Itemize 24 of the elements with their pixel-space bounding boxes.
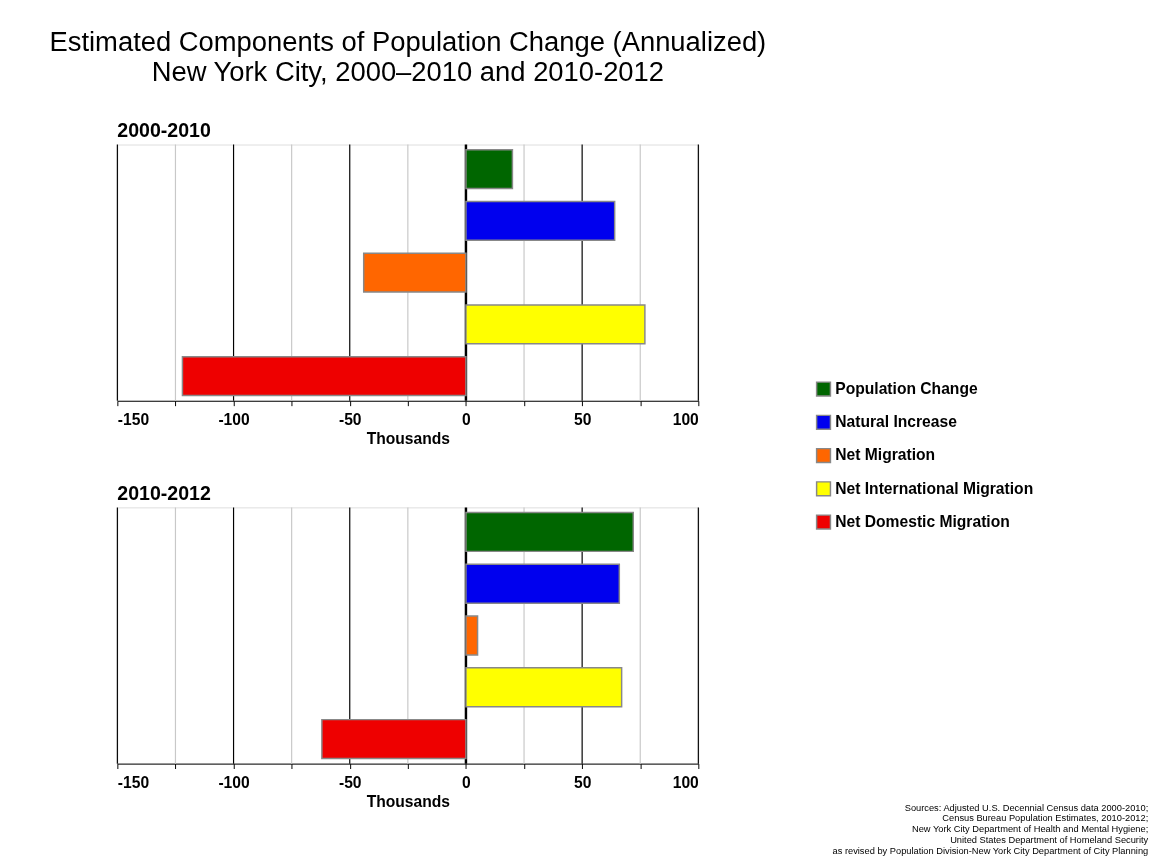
legend-label: Net International Migration xyxy=(835,479,1034,497)
legend-label: Population Change xyxy=(835,379,978,397)
x-tick-label: 0 xyxy=(462,773,472,791)
x-tick-label: -100 xyxy=(218,773,250,791)
legend-label: Natural Increase xyxy=(835,413,958,431)
x-tick-label: 50 xyxy=(573,773,592,791)
x-tick-label: 100 xyxy=(672,410,700,428)
x-axis-title: Thousands xyxy=(366,430,451,448)
text: 2010-2012 xyxy=(117,481,211,504)
x-tick-label: 100 xyxy=(672,773,700,791)
x-axis-title: Thousands xyxy=(366,793,451,811)
x-tick-label: 50 xyxy=(573,410,592,428)
x-tick-label: -50 xyxy=(338,773,362,791)
legend-label: Net Domestic Migration xyxy=(835,512,1010,530)
chart-title: Estimated Components of Population Change (Annualized) xyxy=(49,26,767,58)
x-tick-label: -150 xyxy=(117,410,150,428)
chart-subtitle: New York City, 2000–2010 and 2010-2012 xyxy=(151,56,665,88)
legend-label: Net Migration xyxy=(835,446,936,464)
x-tick-label: -100 xyxy=(218,410,250,428)
source-note: Sources: Adjusted U.S. Decennial Census data 2000-2010; Census Bureau Population Estimates, 2010-2012; New York City Department of Health and Mental Hygiene; United States Department of Homeland Security as revised by Population Division-New York City Department of City Planning xyxy=(832,802,1149,856)
x-tick-label: 0 xyxy=(462,410,472,428)
text: 2000-2010 xyxy=(117,118,211,141)
x-tick-label: -50 xyxy=(338,410,362,428)
x-tick-label: -150 xyxy=(117,773,150,791)
